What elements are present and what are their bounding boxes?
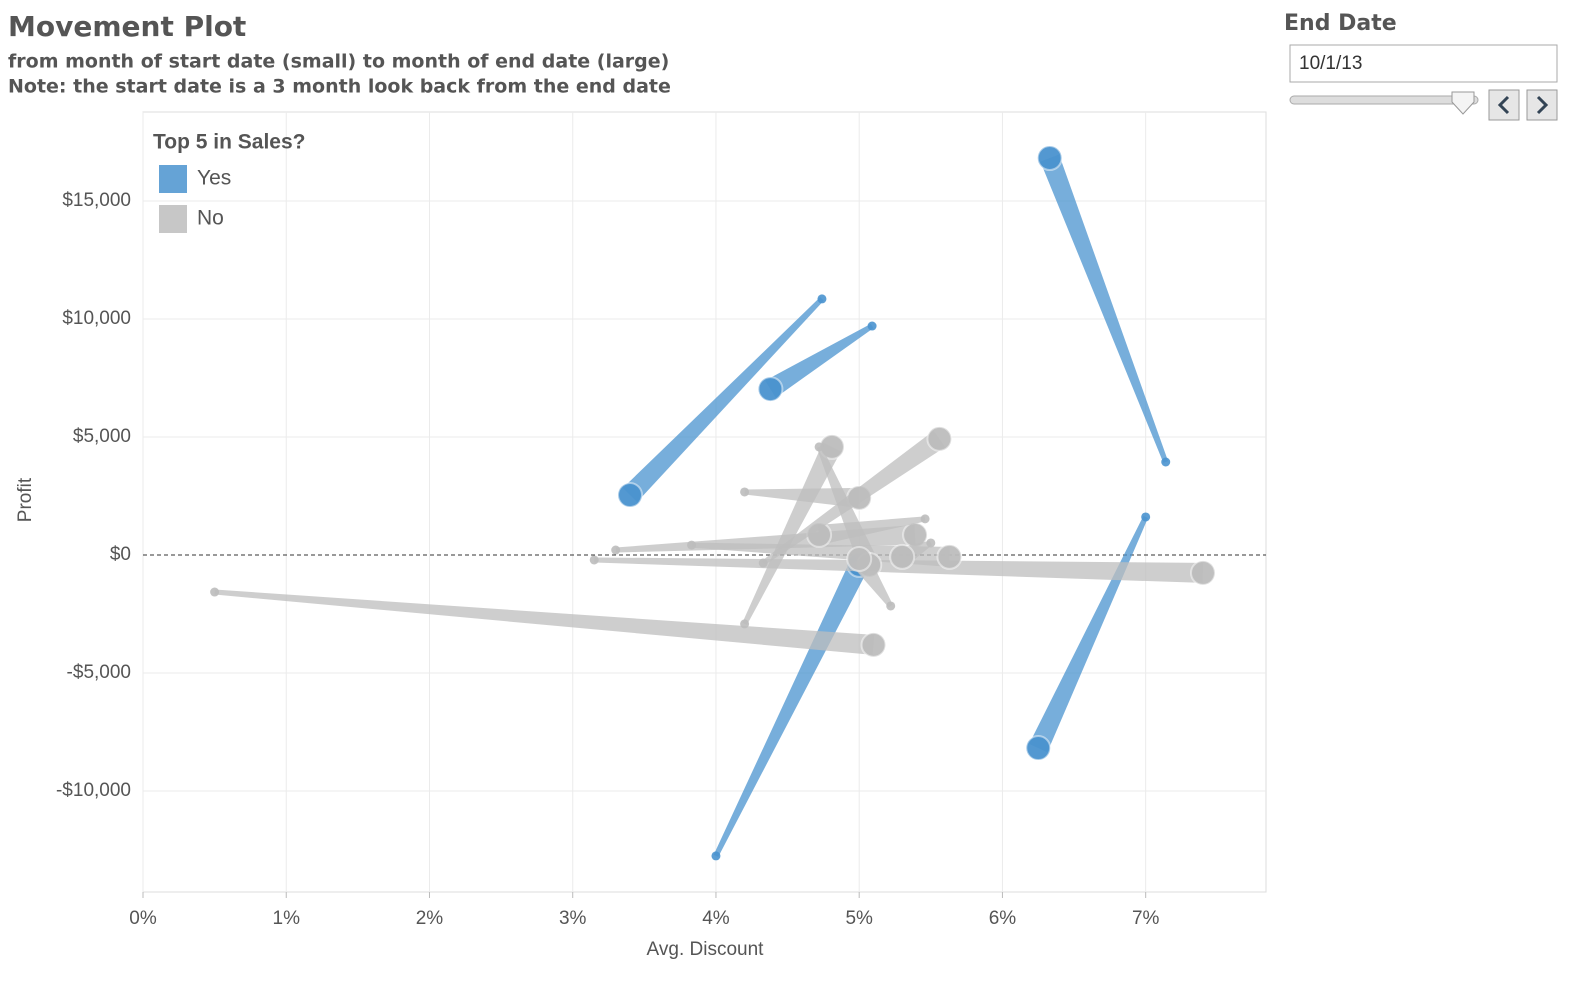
y-tick-label: $5,000 [73,426,131,447]
start-point [740,619,750,629]
end-point [757,376,784,403]
end-point [617,482,644,509]
start-point [886,601,896,611]
legend-swatch [159,165,187,193]
y-tick-label: $15,000 [62,190,131,211]
movement-trail [761,430,946,566]
legend-swatch [159,205,187,233]
start-point [1161,457,1171,467]
plot-frame [142,111,1267,893]
movement-trail [691,542,950,567]
movement-trail [594,557,1204,583]
date-input[interactable] [1289,44,1558,83]
next-button[interactable] [1526,89,1558,121]
x-tick-label: 2% [416,908,444,929]
legend-label: No [197,207,224,230]
date-value: 10/1/13 [1299,53,1362,74]
x-tick-label: 0% [129,908,157,929]
y-axis-label: Profit [15,477,36,522]
y-tick-label: $0 [110,544,131,565]
start-point [817,294,827,304]
x-tick-label: 7% [1132,908,1160,929]
start-point [210,587,220,597]
next-icon [1536,95,1549,115]
start-point [711,851,721,861]
x-tick-label: 3% [559,908,587,929]
x-tick-label: 4% [702,908,730,929]
x-tick-label: 1% [273,908,301,929]
start-point [740,487,750,497]
start-point [814,442,824,452]
end-point [1036,145,1063,172]
chart-title: Movement Plot [8,10,246,43]
movement-trail [817,516,926,545]
legend-label: Yes [197,167,231,190]
start-point [589,555,599,565]
start-point [758,558,768,568]
movement-trail [1029,515,1148,753]
y-tick-label: $10,000 [62,308,131,329]
end-point [846,545,873,572]
end-point [1189,559,1216,586]
start-point [926,538,936,548]
subtitle: Note: the start date is a 3 month look b… [8,76,671,98]
movement-trail [622,297,824,503]
movement-trail [742,442,841,626]
prev-icon [1497,95,1510,115]
x-tick-label: 6% [989,908,1017,929]
legend-title: Top 5 in Sales? [153,131,305,154]
start-point [1141,512,1151,522]
start-point [920,514,930,524]
prev-button[interactable] [1488,89,1520,121]
movement-trail [1040,154,1169,463]
start-point [611,545,621,555]
movement-trail [713,560,869,857]
movement-trail [214,589,875,655]
end-point [889,543,916,570]
slider-track[interactable] [1289,95,1479,105]
end-point [936,543,963,570]
movement-trail [765,323,874,398]
slider-thumb[interactable] [1451,91,1475,115]
end-point [1025,735,1052,762]
start-point [687,540,697,550]
start-point [867,321,877,331]
y-tick-label: -$10,000 [56,780,131,801]
subtitle: from month of start date (small) to mont… [8,51,669,73]
end-point [926,425,953,452]
end-point [860,631,887,658]
filter-label: End Date [1284,11,1397,36]
x-tick-label: 5% [845,908,873,929]
x-axis-label: Avg. Discount [647,939,765,960]
y-tick-label: -$5,000 [67,662,131,683]
